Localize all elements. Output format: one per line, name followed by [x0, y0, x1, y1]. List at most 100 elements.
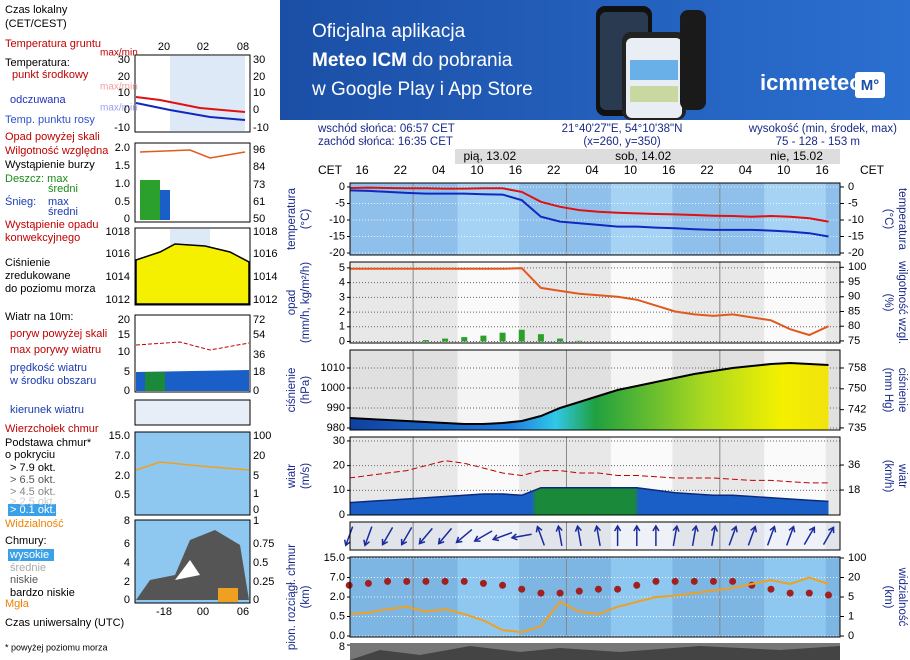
arrow-shaft [492, 531, 513, 541]
hour-label: 16 [355, 163, 369, 177]
night-band [672, 262, 765, 343]
time-zone: CET [860, 163, 885, 177]
y-tick-label: 5 [339, 262, 345, 274]
arrow-shaft [401, 526, 413, 546]
y-tick-label: 2.0 [330, 591, 345, 603]
cloud-base-dot [364, 579, 372, 587]
precip-bar [442, 338, 449, 342]
axis-title: (km) [300, 585, 312, 608]
legend-graphics [134, 54, 251, 604]
banner-line: Oficjalna aplikacja [312, 21, 466, 42]
axis-title: (%) [882, 294, 894, 312]
legend-label: Chmury: [5, 535, 47, 547]
legend-label: Czas lokalny [5, 4, 68, 16]
y-tick-label: 5 [848, 591, 854, 603]
cloud-base-dot [518, 585, 526, 593]
y-tick-label: 10 [333, 484, 345, 496]
legend-label: > 0.1 okt. [10, 504, 56, 516]
arrow-head [691, 524, 699, 532]
y-tick-label: -15 [848, 230, 864, 242]
coords: 21°40'27"E, 54°10'38"N [562, 123, 683, 135]
wind-arrow [728, 525, 738, 546]
arrow-head [731, 525, 738, 533]
hour-label: 22 [547, 163, 561, 177]
arrow-head [473, 535, 481, 542]
legend-tick-label: 0.75 [253, 538, 274, 550]
legend-label: Wierzchołek chmur [5, 423, 99, 435]
axis-title: pion. rozciągł. chmur [286, 544, 298, 650]
night-band [350, 522, 458, 550]
hour-label: 16 [815, 163, 829, 177]
wind-arrow [491, 531, 513, 542]
legend-tick-label: 54 [253, 329, 265, 341]
legend-label: max/min [100, 82, 138, 93]
banner[interactable] [280, 0, 910, 120]
banner-bold: Meteo ICM [312, 50, 407, 71]
arrow-head [828, 526, 835, 534]
night-band [825, 350, 840, 430]
cloud-base-dot [671, 577, 679, 585]
wind-arrow [593, 524, 602, 546]
y-tick-label: 2 [339, 306, 345, 318]
legend-tick-label: 61 [253, 196, 265, 208]
legend-tick-label: 0 [253, 104, 259, 116]
legend-label: Temp. punktu rosy [5, 114, 95, 126]
legend-hour: 06 [237, 606, 249, 618]
legend-tick-label: 0.5 [253, 557, 268, 569]
y-tick-label: -10 [848, 214, 864, 226]
legend-tick-label: 1016 [253, 248, 277, 260]
y-tick-label: 1 [339, 321, 345, 333]
panel-bg [350, 262, 840, 343]
sunrise: wschód słońca: 06:57 CET [317, 123, 455, 135]
y-tick-label: 0.0 [330, 630, 345, 642]
sunset: zachód słońca: 16:35 CET [318, 136, 453, 148]
legend-tick-label: 0 [124, 594, 130, 606]
legend-tick-label: 7.0 [115, 450, 130, 462]
arrow-head [400, 538, 408, 546]
legend-tick-label: 30 [253, 54, 265, 66]
arrow-shaft [595, 526, 601, 546]
legend-label: > 4.5 okt. [10, 486, 56, 498]
cloud-base-dot [633, 581, 641, 589]
legend-label: > 2.5 okt. [10, 496, 56, 508]
legend-label: > 7.9 okt. [10, 462, 56, 474]
y-tick-label: 0.5 [330, 610, 345, 622]
cloud-base-dot [614, 585, 622, 593]
wind-arrow [555, 524, 563, 546]
cloud-shape [350, 646, 840, 660]
cloud-base-dot [499, 581, 507, 589]
y-tick-label: 758 [848, 362, 866, 374]
arrow-shaft [576, 526, 582, 546]
legend-tick-label: 0 [124, 213, 130, 225]
hour-label: 04 [739, 163, 753, 177]
legend-tick-label: 2.0 [115, 470, 130, 482]
legend-tick-label: 10 [118, 87, 130, 99]
wind-arrow [691, 524, 699, 546]
legend-tick-label: 10 [118, 346, 130, 358]
cloud-base-dot [575, 587, 583, 595]
precip-bar [537, 334, 544, 342]
legend-swatch [8, 549, 54, 561]
night-band [350, 262, 458, 343]
arrow-head [418, 537, 426, 545]
precip-bar [480, 335, 487, 342]
y-tick-label: 95 [848, 276, 860, 288]
arrow-shaft [711, 526, 716, 546]
wind-arrow [363, 526, 373, 547]
legend-tick-label: 0.5 [115, 489, 130, 501]
altitude-title: wysokość (min, środek, max) [748, 123, 897, 135]
arrow-head [535, 525, 543, 533]
precip-bar [499, 332, 506, 342]
legend-tick-label: 20 [118, 314, 130, 326]
panel-frame [349, 182, 841, 256]
axis-title: ciśnienie [896, 368, 908, 413]
legend-label: > 6.5 okt. [10, 474, 56, 486]
legend-swatch [8, 504, 56, 516]
wind-arrow [437, 527, 453, 545]
arrow-shaft [438, 527, 453, 545]
y-tick-label: 742 [848, 404, 866, 416]
banner-line: w Google Play i App Store [311, 79, 533, 100]
legend-tick-label: 73 [253, 179, 265, 191]
legend-tick-label: 8 [124, 515, 130, 527]
